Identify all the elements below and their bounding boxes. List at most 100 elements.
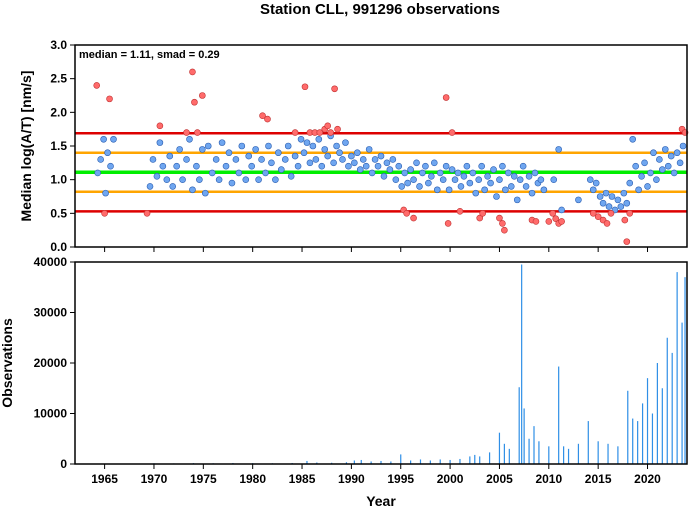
median-point <box>632 162 639 170</box>
median-point <box>201 189 209 197</box>
y-tick-label: 2.5 <box>50 72 67 86</box>
median-point <box>659 166 666 173</box>
observations-x-ticks: 1965 1970 1975 1980 1985 1990 1995 2000 2005 2010… <box>91 464 661 486</box>
median-point <box>242 176 250 183</box>
outlier-point <box>331 85 338 93</box>
outlier-point <box>607 210 615 217</box>
observation-bar <box>429 460 431 464</box>
median-point <box>641 159 648 167</box>
median-point <box>478 162 485 170</box>
outlier-point <box>532 218 540 225</box>
x-tick-label: 2020 <box>634 472 661 486</box>
median-point <box>667 152 675 160</box>
median-point <box>661 146 669 153</box>
median-point <box>342 139 349 146</box>
outlier-point <box>101 210 108 217</box>
observation-bar <box>518 387 520 464</box>
outlier-point <box>183 129 190 136</box>
median-point <box>493 193 500 200</box>
observation-bar <box>656 363 658 464</box>
median-point <box>422 162 429 170</box>
y-tick-label: 3.0 <box>50 38 67 52</box>
median-point <box>670 169 678 177</box>
observation-bar <box>345 462 348 464</box>
median-point <box>218 139 226 146</box>
median-point <box>416 183 423 190</box>
median-point <box>232 156 240 163</box>
observation-bar <box>577 443 580 464</box>
outlier-point <box>545 218 553 225</box>
median-point <box>475 176 483 183</box>
median-point <box>463 162 471 170</box>
median-point <box>644 183 651 190</box>
median-point <box>272 176 279 183</box>
x-tick-label: 1970 <box>141 472 168 486</box>
median-point <box>528 189 536 197</box>
median-point <box>419 169 426 177</box>
median-point <box>356 166 364 173</box>
observation-bar <box>419 459 422 464</box>
median-point <box>315 135 323 143</box>
outlier-point <box>442 94 450 101</box>
median-point <box>193 162 200 170</box>
median-point <box>297 135 305 143</box>
median-point <box>228 179 236 187</box>
outlier-point <box>189 68 196 76</box>
outlier-point <box>558 218 565 225</box>
median-point <box>146 183 154 190</box>
median-point <box>306 159 314 167</box>
outlier-point <box>589 210 597 217</box>
observation-bar <box>666 337 668 464</box>
observation-bar <box>533 426 535 464</box>
median-point <box>623 199 631 207</box>
x-tick-label: 2005 <box>486 472 513 486</box>
median-point <box>599 199 607 207</box>
median-point <box>451 176 459 183</box>
median-point <box>189 186 196 194</box>
median-point <box>513 196 521 204</box>
median-point <box>97 156 104 163</box>
median-point <box>294 162 302 170</box>
median-point <box>153 173 161 180</box>
median-point <box>371 156 379 163</box>
median-point <box>629 135 637 143</box>
median-point <box>186 135 193 143</box>
outlier-point <box>324 122 331 130</box>
observation-bar <box>684 277 686 464</box>
observation-bar <box>503 443 505 464</box>
median-point <box>354 149 361 157</box>
x-tick-label: 1975 <box>190 472 217 486</box>
median-point <box>374 162 382 170</box>
x-axis-label: Year <box>366 493 396 509</box>
median-y-axis-label: Median log(A/T) [nm/s] <box>18 71 34 222</box>
outlier-point <box>448 129 456 136</box>
median-point <box>395 162 403 170</box>
median-point <box>291 152 299 160</box>
median-point <box>312 156 320 163</box>
median-point <box>525 173 533 180</box>
median-point <box>94 169 102 177</box>
median-point <box>309 142 317 150</box>
observation-bar <box>563 446 565 464</box>
y-tick-label: 0.5 <box>50 206 67 220</box>
observation-bar <box>400 454 402 464</box>
median-point <box>404 179 411 187</box>
median-panel: 0.0 0.5 1.0 1.5 2.0 2.5 3.0 median = 1.11, sma… <box>18 38 689 254</box>
observation-bar <box>651 413 654 464</box>
median-point <box>537 176 545 183</box>
median-point <box>212 156 220 163</box>
outlier-point <box>93 82 101 89</box>
median-point <box>345 162 352 170</box>
median-point <box>454 169 462 177</box>
median-point <box>287 173 295 180</box>
observation-bar <box>488 452 491 464</box>
y-tick-label: 1.0 <box>50 173 67 187</box>
reference-lines <box>75 131 687 213</box>
median-point <box>166 152 174 160</box>
observation-bars <box>94 264 686 464</box>
outlier-point <box>476 214 484 222</box>
observation-bar <box>676 272 678 464</box>
median-point <box>439 176 447 183</box>
median-point <box>278 166 285 173</box>
